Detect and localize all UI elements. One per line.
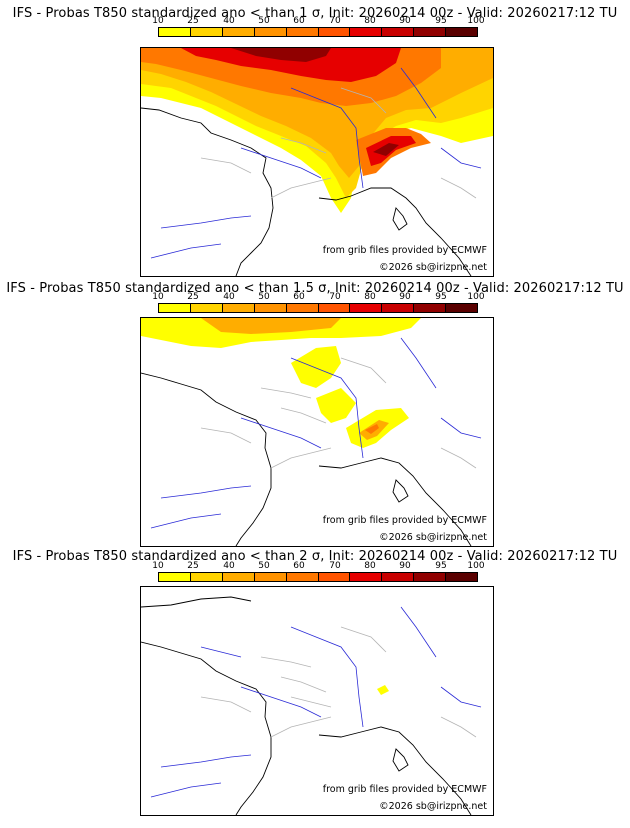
scale-label: 40 (223, 16, 235, 26)
scale-swatch (382, 28, 415, 36)
scale-label: 80 (364, 561, 376, 571)
scale-label: 50 (258, 561, 270, 571)
scale-swatch (190, 573, 223, 581)
panel-2-sigma: IFS - Probas T850 standardized ano < tha… (0, 546, 630, 828)
scale-swatch (159, 304, 191, 312)
scale-swatch (159, 573, 191, 581)
scale-swatch (350, 28, 383, 36)
scale-label: 95 (435, 561, 447, 571)
scale-swatch (446, 573, 478, 581)
credit-source: from grib files provided by ECMWF (322, 245, 487, 256)
scale-label: 50 (258, 292, 270, 302)
credit-source: from grib files provided by ECMWF (322, 515, 487, 526)
scale-swatch (382, 573, 415, 581)
scale-label: 25 (187, 292, 199, 302)
scale-label: 10 (152, 16, 164, 26)
credit-copyright: ©2026 sb@irizpne.net (379, 801, 487, 812)
scale-swatch (286, 304, 319, 312)
color-scale-labels: 10 25 40 50 60 70 80 90 95 100 (152, 292, 484, 303)
scale-label: 40 (223, 292, 235, 302)
scale-swatch (190, 28, 223, 36)
scale-label: 10 (152, 561, 164, 571)
scale-label: 10 (152, 292, 164, 302)
credit-copyright: ©2026 sb@irizpne.net (379, 262, 487, 273)
scale-swatch (318, 573, 351, 581)
scale-label: 100 (467, 16, 485, 26)
panel-1-5-sigma: IFS - Probas T850 standardized ano < tha… (0, 276, 630, 547)
probability-map: from grib files provided by ECMWF ©2026 … (140, 586, 494, 816)
scale-swatch (222, 573, 255, 581)
scale-label: 95 (435, 16, 447, 26)
scale-label: 40 (223, 561, 235, 571)
scale-swatch (446, 304, 478, 312)
scale-swatch (350, 304, 383, 312)
scale-label: 90 (399, 16, 411, 26)
scale-label: 25 (187, 16, 199, 26)
scale-swatch (414, 573, 447, 581)
scale-swatch (414, 304, 447, 312)
scale-swatch (286, 573, 319, 581)
scale-swatch (222, 28, 255, 36)
scale-swatch (414, 28, 447, 36)
scale-label: 60 (293, 292, 305, 302)
scale-swatch (318, 28, 351, 36)
panel-title: IFS - Probas T850 standardized ano < tha… (12, 6, 618, 21)
scale-swatch (286, 28, 319, 36)
scale-swatch (254, 573, 287, 581)
color-scale-labels: 10 25 40 50 60 70 80 90 95 100 (152, 16, 484, 27)
scale-label: 100 (467, 292, 485, 302)
scale-label: 80 (364, 292, 376, 302)
scale-swatch (222, 304, 255, 312)
scale-label: 60 (293, 16, 305, 26)
probability-map: from grib files provided by ECMWF ©2026 … (140, 47, 494, 277)
scale-label: 90 (399, 292, 411, 302)
scale-swatch (446, 28, 478, 36)
probability-map: from grib files provided by ECMWF ©2026 … (140, 317, 494, 547)
color-scale-bar (158, 572, 478, 582)
panel-title: IFS - Probas T850 standardized ano < tha… (12, 549, 618, 564)
credit-source: from grib files provided by ECMWF (322, 784, 487, 795)
color-scale-labels: 10 25 40 50 60 70 80 90 95 100 (152, 561, 484, 572)
scale-swatch (350, 573, 383, 581)
panel-title: IFS - Probas T850 standardized ano < tha… (6, 281, 624, 296)
scale-label: 95 (435, 292, 447, 302)
scale-label: 90 (399, 561, 411, 571)
scale-swatch (190, 304, 223, 312)
scale-label: 70 (329, 292, 341, 302)
scale-label: 60 (293, 561, 305, 571)
color-scale-bar (158, 27, 478, 37)
scale-swatch (254, 28, 287, 36)
scale-label: 70 (329, 561, 341, 571)
panel-1-sigma: IFS - Probas T850 standardized ano < tha… (0, 0, 630, 277)
credit-copyright: ©2026 sb@irizpne.net (379, 532, 487, 543)
scale-swatch (254, 304, 287, 312)
scale-label: 70 (329, 16, 341, 26)
color-scale-bar (158, 303, 478, 313)
scale-label: 25 (187, 561, 199, 571)
scale-swatch (382, 304, 415, 312)
scale-swatch (159, 28, 191, 36)
scale-label: 100 (467, 561, 485, 571)
scale-label: 80 (364, 16, 376, 26)
scale-swatch (318, 304, 351, 312)
scale-label: 50 (258, 16, 270, 26)
